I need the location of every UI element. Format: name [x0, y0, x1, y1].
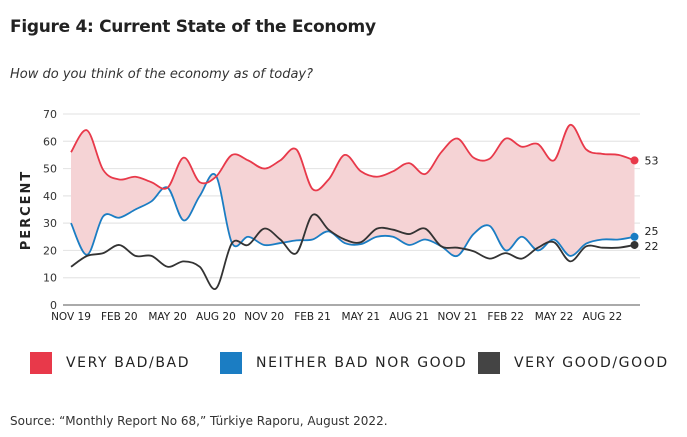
end-point-marker [630, 232, 639, 241]
legend-swatch-black [478, 352, 500, 374]
x-tick-label: NOV 19 [51, 311, 91, 323]
legend-swatch-red [30, 352, 52, 374]
x-tick-label: MAY 20 [148, 311, 187, 323]
legend-label: NEITHER BAD NOR GOOD [256, 355, 468, 371]
y-axis-label: PERCENT [19, 170, 34, 251]
legend-item-neither: NEITHER BAD NOR GOOD [220, 352, 467, 374]
legend-item-very-good: VERY GOOD/GOOD [478, 352, 669, 374]
x-tick-label: FEB 22 [487, 311, 524, 323]
y-tick-label: 70 [43, 108, 57, 121]
chart-subtitle: How do you think of the economy as of to… [10, 67, 314, 82]
y-tick-label: 50 [43, 163, 57, 176]
x-tick-label: AUG 20 [196, 311, 236, 323]
x-tick-label: FEB 21 [294, 311, 331, 323]
legend-label: VERY BAD/BAD [66, 355, 191, 371]
series-line-0 [70, 124, 635, 192]
end-value-label: 53 [645, 154, 659, 167]
y-tick-label: 60 [43, 135, 57, 148]
end-point-marker [630, 240, 639, 249]
x-tick-label: MAY 21 [342, 311, 381, 323]
y-tick-label: 0 [50, 299, 57, 312]
y-tick-label: 40 [43, 190, 57, 203]
x-tick-label: MAY 22 [535, 311, 574, 323]
chart-title: Figure 4: Current State of the Economy [10, 17, 376, 37]
source-note: Source: “Monthly Report No 68,” Türkiye … [10, 414, 388, 428]
x-tick-label: AUG 22 [582, 311, 622, 323]
end-point-marker [630, 156, 639, 165]
x-tick-label: FEB 20 [101, 311, 138, 323]
legend-item-very-bad: VERY BAD/BAD [30, 352, 190, 374]
y-tick-label: 10 [43, 272, 57, 285]
fill-between-area [71, 124, 635, 257]
x-tick-label: AUG 21 [389, 311, 429, 323]
x-tick-label: NOV 21 [437, 311, 477, 323]
series-line-2 [70, 213, 635, 290]
legend-label: VERY GOOD/GOOD [514, 355, 669, 371]
end-value-label: 22 [645, 240, 659, 253]
x-tick-label: NOV 20 [244, 311, 284, 323]
end-value-label: 25 [645, 225, 659, 238]
y-tick-label: 20 [43, 244, 57, 257]
line-chart: 0 10 20 30 40 50 60 70 NOV 19 FEB 20 MAY 20 AUG 20 N… [19, 108, 659, 323]
y-tick-label: 30 [43, 217, 57, 230]
legend-swatch-blue [220, 352, 242, 374]
